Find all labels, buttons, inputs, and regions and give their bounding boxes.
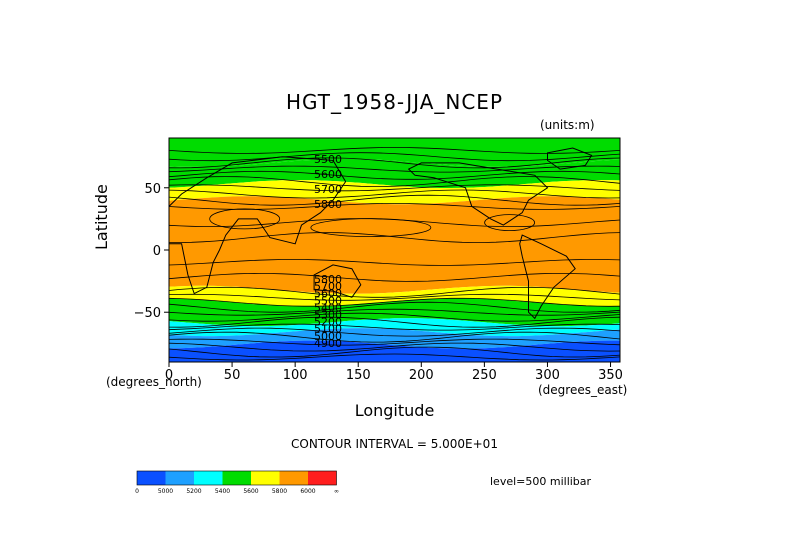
contour-line <box>168 338 621 346</box>
colorbar-label: 6000 <box>300 488 315 495</box>
contour-label: 5800 <box>314 198 342 211</box>
tick-labels: 0 50 100 150 200 250 300 350 50 0 −50 <box>134 182 623 383</box>
y-tick-label: −50 <box>134 306 161 321</box>
level-label: level=500 millibar <box>490 475 592 488</box>
colorbar-swatch <box>165 471 194 485</box>
x-tick-label: 50 <box>224 368 241 383</box>
x-tick-label: 200 <box>409 368 434 383</box>
contour-line <box>168 312 621 322</box>
x-units-label: (degrees_east) <box>538 383 628 397</box>
fill-band <box>169 318 620 337</box>
contour-line <box>168 189 621 199</box>
plot-title: HGT_1958-JJA_NCEP <box>285 90 504 114</box>
contour-line <box>168 202 621 210</box>
colorbar-label: 5800 <box>272 488 287 495</box>
colorbar-swatch <box>279 471 308 485</box>
contour-line <box>169 232 621 243</box>
contour-labels: 5500560057005800580057005600550054005300… <box>314 153 342 350</box>
fill-band <box>169 328 620 349</box>
contour-label: 5700 <box>314 183 342 196</box>
contour-closed <box>310 218 432 238</box>
colorbar-swatch <box>251 471 280 485</box>
fill-band <box>169 285 620 307</box>
x-tick-label: 250 <box>472 368 497 383</box>
contour-line <box>168 194 621 206</box>
contour-line <box>168 342 621 352</box>
contour-label: 5600 <box>314 168 342 181</box>
contour-line <box>168 165 621 173</box>
contour-line <box>168 301 621 313</box>
colorbar-label: 5600 <box>243 488 258 495</box>
colorbar-label: 5400 <box>215 488 230 495</box>
x-tick-label: 100 <box>283 368 308 383</box>
contour-line <box>168 184 621 192</box>
contour-line <box>168 272 621 282</box>
contour-label: 5600 <box>314 287 342 300</box>
contour-label: 5400 <box>314 301 342 314</box>
colorbar-swatch <box>308 471 337 485</box>
contour-line <box>168 327 621 337</box>
y-tick-label: 0 <box>153 244 161 259</box>
y-axis-title: Latitude <box>92 184 111 250</box>
contour-line <box>168 170 621 180</box>
coastline <box>547 147 593 170</box>
colorbar-swatch <box>194 471 223 485</box>
contour-label: 5300 <box>314 309 342 322</box>
contour-label: 5700 <box>314 280 342 293</box>
contour-line <box>168 297 621 307</box>
colorbar: 0 5000 5200 5400 5600 5800 6000 ∞ <box>135 470 339 495</box>
contour-line <box>168 152 621 162</box>
contour-line <box>168 293 621 301</box>
contour-line <box>168 353 621 361</box>
contour-line <box>168 316 621 328</box>
contour-lines <box>168 146 621 361</box>
x-tick-label: 0 <box>165 368 173 383</box>
colorbar-label: 0 <box>135 488 139 495</box>
coastline <box>519 234 576 320</box>
fill-band <box>169 196 620 294</box>
contour-label: 5000 <box>314 330 342 343</box>
contour-closed <box>209 208 281 230</box>
x-tick-label: 300 <box>535 368 560 383</box>
contour-label: 5500 <box>314 153 342 166</box>
colorbar-swatch <box>137 471 166 485</box>
colorbar-label: 5000 <box>158 488 173 495</box>
contour-label: 5500 <box>314 294 342 307</box>
contour-line <box>168 308 621 316</box>
fill-band <box>169 180 620 205</box>
coastlines <box>168 147 593 320</box>
contour-line <box>168 331 621 343</box>
contour-label: 5100 <box>314 323 342 336</box>
contour-line <box>168 157 621 169</box>
colorbar-swatch <box>222 471 251 485</box>
y-tick-label: 50 <box>144 182 161 197</box>
y-units-label: (degrees_north) <box>106 375 202 389</box>
contour-line <box>168 146 621 154</box>
colorbar-label: ∞ <box>334 488 339 495</box>
colorbar-label: 5200 <box>186 488 201 495</box>
fill-bands <box>169 138 620 362</box>
contour-line <box>168 258 621 266</box>
contour-label: 4900 <box>314 337 342 350</box>
coastline <box>313 264 362 298</box>
axis-ticks <box>164 187 612 367</box>
units-label: (units:m) <box>540 118 595 132</box>
contour-interval: CONTOUR INTERVAL = 5.000E+01 <box>291 437 498 451</box>
coastline <box>168 156 347 295</box>
x-tick-label: 350 <box>598 368 623 383</box>
contour-line <box>168 323 621 331</box>
coastline <box>407 162 549 226</box>
contour-closed <box>484 214 536 232</box>
contour-line <box>168 286 621 298</box>
contour-label: 5800 <box>314 273 342 286</box>
x-tick-label: 150 <box>346 368 371 383</box>
contour-line <box>168 346 621 358</box>
x-axis-title: Longitude <box>354 401 435 420</box>
contour-line <box>168 176 621 187</box>
contour-label: 5200 <box>314 316 342 329</box>
